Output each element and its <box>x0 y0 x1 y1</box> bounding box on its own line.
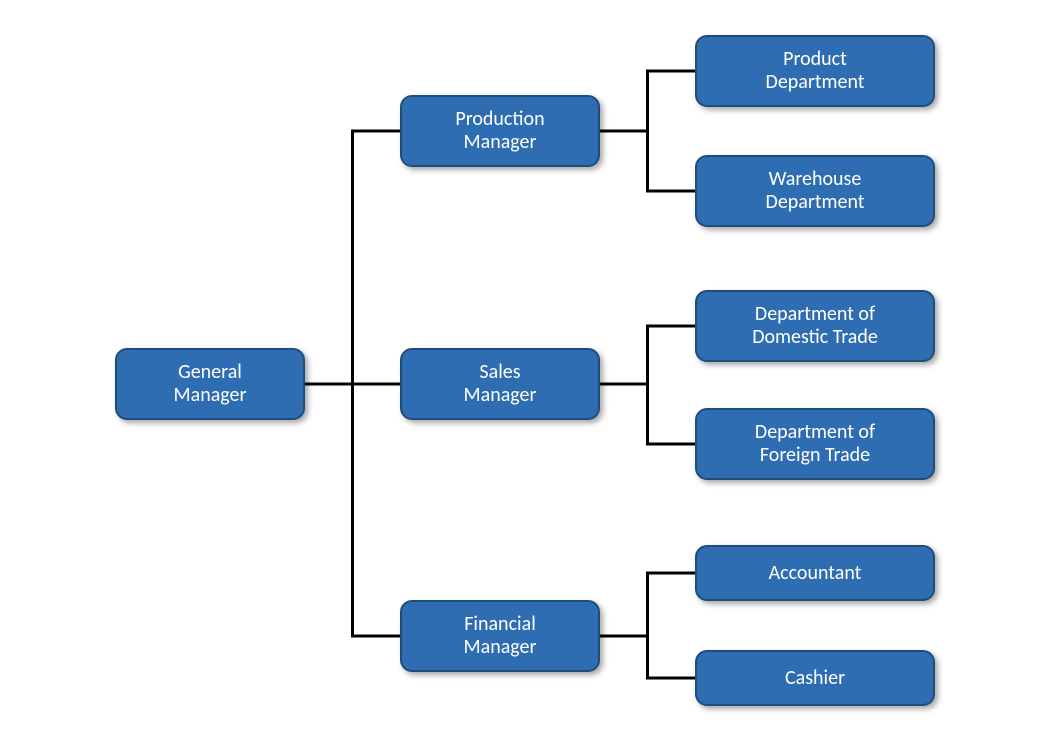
org-node-cash: Cashier <box>695 650 935 706</box>
org-node-acct: Accountant <box>695 545 935 601</box>
org-chart: General Manager Production Manager Sales M… <box>0 0 1057 748</box>
org-node-prod: Production Manager <box>400 95 600 167</box>
org-node-for: Department of Foreign Trade <box>695 408 935 480</box>
edge-gm-prod <box>305 131 400 384</box>
org-node-pdep: Product Department <box>695 35 935 107</box>
edge-sales-for <box>600 384 695 444</box>
edge-gm-fin <box>305 384 400 636</box>
edge-sales-dom <box>600 326 695 384</box>
edge-prod-pdep <box>600 71 695 131</box>
org-node-whse: Warehouse Department <box>695 155 935 227</box>
org-node-fin: Financial Manager <box>400 600 600 672</box>
org-node-sales: Sales Manager <box>400 348 600 420</box>
edge-fin-cash <box>600 636 695 678</box>
edge-prod-whse <box>600 131 695 191</box>
org-node-dom: Department of Domestic Trade <box>695 290 935 362</box>
edge-fin-acct <box>600 573 695 636</box>
org-node-gm: General Manager <box>115 348 305 420</box>
